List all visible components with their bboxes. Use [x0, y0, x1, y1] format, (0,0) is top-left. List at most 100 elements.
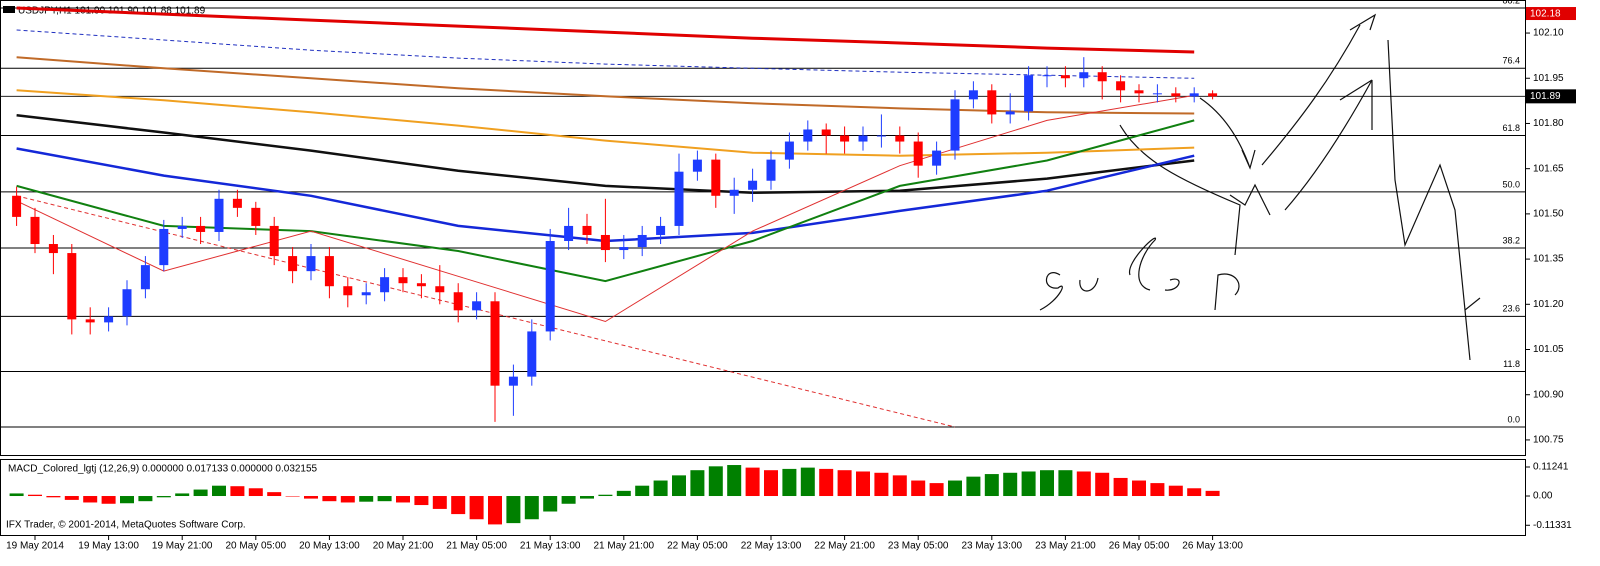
- fib-label: 50.0: [1502, 179, 1520, 189]
- candle-body: [30, 216, 40, 245]
- x-tick-label: 21 May 13:00: [520, 541, 581, 552]
- x-tick-label: 21 May 21:00: [593, 541, 654, 552]
- candle-body: [1097, 72, 1107, 82]
- macd-bar: [156, 496, 171, 498]
- candle-body: [821, 129, 831, 136]
- scribble: [1387, 39, 1481, 361]
- macd-bar: [267, 492, 282, 497]
- x-tick-label: 20 May 13:00: [299, 541, 360, 552]
- y-tick-label: 101.50: [1533, 209, 1564, 220]
- candle-body: [1189, 93, 1199, 97]
- macd-bar: [653, 480, 668, 497]
- candle-body: [85, 319, 95, 323]
- macd-bar: [1021, 471, 1036, 497]
- candle-body: [748, 180, 758, 190]
- macd-bar: [377, 496, 392, 502]
- macd-bar: [690, 470, 705, 497]
- candle-body: [398, 277, 408, 284]
- y-tick-label: 101.65: [1533, 163, 1564, 174]
- candle-body: [527, 331, 537, 377]
- x-tick-label: 19 May 13:00: [78, 541, 139, 552]
- macd-bar: [764, 470, 778, 497]
- candle-body: [784, 141, 794, 160]
- macd-bar: [414, 496, 429, 506]
- macd-bar: [911, 480, 926, 497]
- fib-label: 11.8: [1503, 359, 1520, 369]
- moving-average: [16, 89, 1195, 157]
- macd-bar: [874, 472, 889, 497]
- x-tick-label: 21 May 05:00: [446, 541, 507, 552]
- macd-bar: [506, 496, 521, 524]
- candle-body: [232, 198, 242, 208]
- candle-body: [1079, 72, 1089, 79]
- y-tick-label: 0.00: [1533, 491, 1553, 502]
- candle-body: [564, 225, 574, 242]
- moving-average: [16, 29, 1195, 79]
- macd-bar: [616, 490, 631, 497]
- macd-bar: [561, 496, 576, 504]
- candle-body: [306, 256, 316, 272]
- x-tick-label: 23 May 05:00: [888, 541, 949, 552]
- candle-body: [104, 316, 114, 323]
- macd-bar: [948, 480, 962, 497]
- y-tick-label: 100.90: [1533, 389, 1564, 400]
- macd-bar: [83, 496, 98, 503]
- x-tick-label: 22 May 21:00: [814, 541, 875, 552]
- x-tick-label: 19 May 2014: [6, 541, 64, 552]
- macd-bar: [966, 476, 981, 497]
- main-panel: [0, 0, 1526, 456]
- macd-bar: [359, 496, 374, 502]
- fib-label: 23.6: [1502, 304, 1520, 314]
- last-price-box: [1526, 89, 1576, 104]
- candle-body: [913, 141, 923, 166]
- candle-body: [416, 283, 426, 287]
- candle-body: [600, 234, 610, 251]
- candle-body: [950, 99, 960, 151]
- candle-body: [932, 150, 942, 166]
- candle-body: [251, 207, 261, 226]
- macd-bar: [984, 474, 999, 497]
- macd-bar: [248, 488, 263, 497]
- macd-bar: [230, 486, 245, 497]
- scribble: [1261, 13, 1377, 166]
- candle-body: [508, 376, 518, 386]
- x-tick-label: 23 May 21:00: [1035, 541, 1096, 552]
- candle-body: [1042, 75, 1052, 77]
- macd-bar: [120, 496, 134, 504]
- x-tick-label: 22 May 13:00: [741, 541, 802, 552]
- macd-bar: [1187, 488, 1202, 497]
- candle-body: [361, 292, 371, 296]
- macd-bar: [672, 475, 686, 497]
- macd-bar: [727, 465, 742, 497]
- macd-bar: [138, 496, 153, 502]
- watermark: IFX Trader, © 2001-2014, MetaQuotes Soft…: [6, 520, 246, 531]
- macd-bar: [340, 496, 355, 503]
- macd-panel: [0, 459, 1526, 536]
- macd-bar: [856, 471, 870, 497]
- last-price-label: 101.89: [1530, 91, 1561, 102]
- macd-bar: [285, 496, 300, 497]
- candle-body: [1116, 81, 1126, 91]
- macd-bar: [543, 496, 558, 512]
- macd-bar: [800, 467, 815, 497]
- y-tick-label: 101.80: [1533, 118, 1564, 129]
- candle-body: [803, 129, 813, 142]
- macd-bar: [212, 485, 226, 497]
- candle-body: [729, 189, 739, 196]
- x-tick-label: 22 May 05:00: [667, 541, 728, 552]
- macd-bar: [1058, 470, 1073, 497]
- y-tick-label: -0.11331: [1533, 520, 1572, 531]
- fib-label: 38.2: [1502, 235, 1520, 245]
- candle-body: [1134, 90, 1144, 94]
- x-tick-label: 20 May 05:00: [225, 541, 286, 552]
- candle-body: [858, 135, 868, 142]
- candle-body: [196, 225, 206, 232]
- macd-bar: [9, 493, 24, 497]
- candle-body: [12, 195, 22, 217]
- candle-body: [545, 241, 555, 332]
- macd-bar: [64, 496, 79, 500]
- moving-average: [16, 114, 1195, 195]
- candle-body: [435, 286, 445, 293]
- candle-body: [1208, 93, 1218, 97]
- fib-label: 61.8: [1502, 123, 1520, 133]
